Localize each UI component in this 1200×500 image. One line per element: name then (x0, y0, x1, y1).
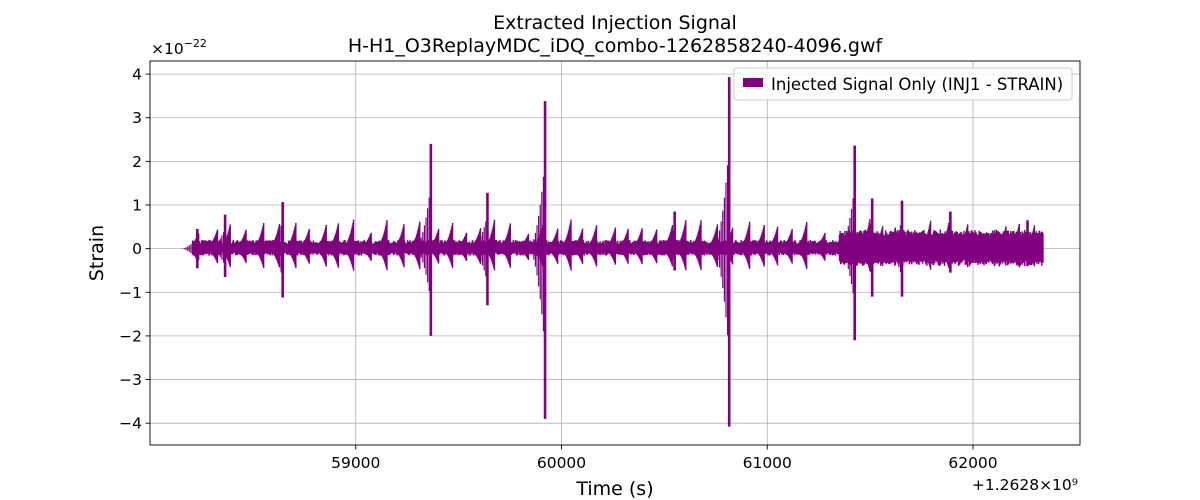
y-tick-label: −4 (119, 415, 142, 433)
y-axis-label: Strain (86, 225, 108, 281)
x-axis-label: Time (s) (575, 478, 653, 500)
y-tick-label: −1 (119, 284, 142, 302)
series-injected-signal (180, 77, 1044, 427)
legend: Injected Signal Only (INJ1 - STRAIN) (733, 67, 1073, 101)
y-tick-label: 3 (132, 109, 142, 127)
y-tick-label: −2 (119, 327, 142, 345)
chart-title: Extracted Injection Signal (493, 12, 737, 34)
x-axis-ticks: 59000 60000 61000 62000 (331, 445, 998, 472)
x-axis-offset-text: +1.2628×10⁹ (972, 476, 1078, 494)
y-tick-label: 4 (132, 66, 142, 84)
y-axis-ticks: −4 −3 −2 −1 0 1 2 3 4 (119, 66, 150, 433)
chart-subtitle: H-H1_O3ReplayMDC_iDQ_combo-1262858240-40… (348, 35, 884, 57)
signal-spike-chirp (414, 197, 430, 292)
x-tick-label: 62000 (948, 454, 997, 472)
x-tick-label: 60000 (537, 454, 586, 472)
legend-swatch (743, 78, 763, 87)
signal-spike-chirp (838, 198, 854, 294)
y-axis-scale-exponent: −22 (184, 37, 207, 50)
y-axis-scale-text: ×10−22 (151, 37, 207, 58)
y-tick-label: 0 (132, 240, 142, 258)
y-tick-label: −3 (119, 371, 142, 389)
y-axis-scale-base: ×10 (151, 40, 184, 58)
x-tick-label: 61000 (743, 454, 792, 472)
x-tick-label: 59000 (331, 454, 380, 472)
signal-spike-chirp (712, 165, 729, 336)
legend-label: Injected Signal Only (INJ1 - STRAIN) (771, 75, 1063, 94)
signal-spike-chirp (208, 232, 225, 263)
y-tick-label: 2 (132, 153, 142, 171)
signal-spike-chirp (1010, 234, 1027, 258)
signal-spike-chirp (266, 225, 282, 273)
legend-box (733, 67, 1073, 101)
y-tick-label: 1 (132, 197, 142, 215)
signal-spike-chirp (658, 230, 674, 260)
signal-spike-chirp (470, 221, 487, 277)
axes-frame (149, 60, 1081, 446)
signal-spike-chirp (933, 230, 950, 261)
signal-spike-chirp (528, 176, 545, 332)
signal-spike-chirp (180, 239, 197, 259)
signal-spike-chirp (855, 224, 872, 272)
signal-spike-chirp (885, 225, 902, 272)
